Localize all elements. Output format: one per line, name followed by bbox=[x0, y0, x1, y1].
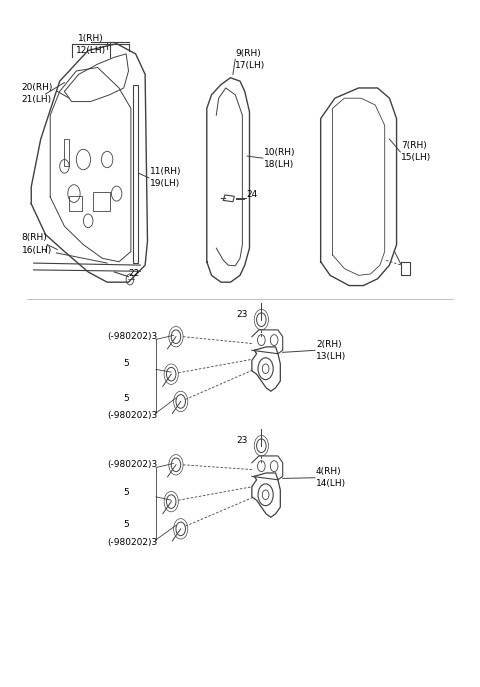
Text: 17(LH): 17(LH) bbox=[235, 61, 265, 70]
Text: 5: 5 bbox=[124, 519, 130, 528]
Text: 11(RH): 11(RH) bbox=[150, 167, 181, 177]
Text: 5: 5 bbox=[124, 359, 130, 368]
Text: (-980202)3: (-980202)3 bbox=[107, 460, 157, 469]
Bar bbox=[93, 192, 109, 211]
Text: 23: 23 bbox=[237, 310, 248, 319]
Text: 5: 5 bbox=[124, 394, 130, 403]
Bar bbox=[69, 196, 83, 211]
Text: 10(RH): 10(RH) bbox=[264, 148, 295, 157]
Text: 2(RH): 2(RH) bbox=[316, 340, 342, 350]
Text: 21(LH): 21(LH) bbox=[22, 95, 52, 104]
Text: 12(LH): 12(LH) bbox=[75, 46, 106, 55]
Text: 18(LH): 18(LH) bbox=[264, 160, 294, 169]
Text: 23: 23 bbox=[237, 436, 248, 444]
Text: (-980202)3: (-980202)3 bbox=[107, 333, 157, 341]
Text: 1(RH): 1(RH) bbox=[78, 34, 103, 43]
Text: 22: 22 bbox=[129, 269, 140, 278]
Text: (-980202)3: (-980202)3 bbox=[107, 538, 157, 547]
Text: 19(LH): 19(LH) bbox=[150, 179, 180, 188]
Text: 24: 24 bbox=[247, 190, 258, 199]
Text: 9(RH): 9(RH) bbox=[235, 49, 261, 58]
Text: 15(LH): 15(LH) bbox=[401, 153, 432, 162]
Text: 13(LH): 13(LH) bbox=[316, 352, 346, 361]
Text: 5: 5 bbox=[124, 488, 130, 497]
Text: (-980202)3: (-980202)3 bbox=[107, 411, 157, 420]
Text: 14(LH): 14(LH) bbox=[316, 479, 346, 488]
Text: 16(LH): 16(LH) bbox=[22, 246, 52, 255]
Text: 8(RH): 8(RH) bbox=[22, 234, 48, 243]
Text: 20(RH): 20(RH) bbox=[22, 83, 53, 93]
Bar bbox=[64, 139, 69, 166]
Text: 7(RH): 7(RH) bbox=[401, 142, 427, 150]
Text: 4(RH): 4(RH) bbox=[316, 467, 342, 476]
